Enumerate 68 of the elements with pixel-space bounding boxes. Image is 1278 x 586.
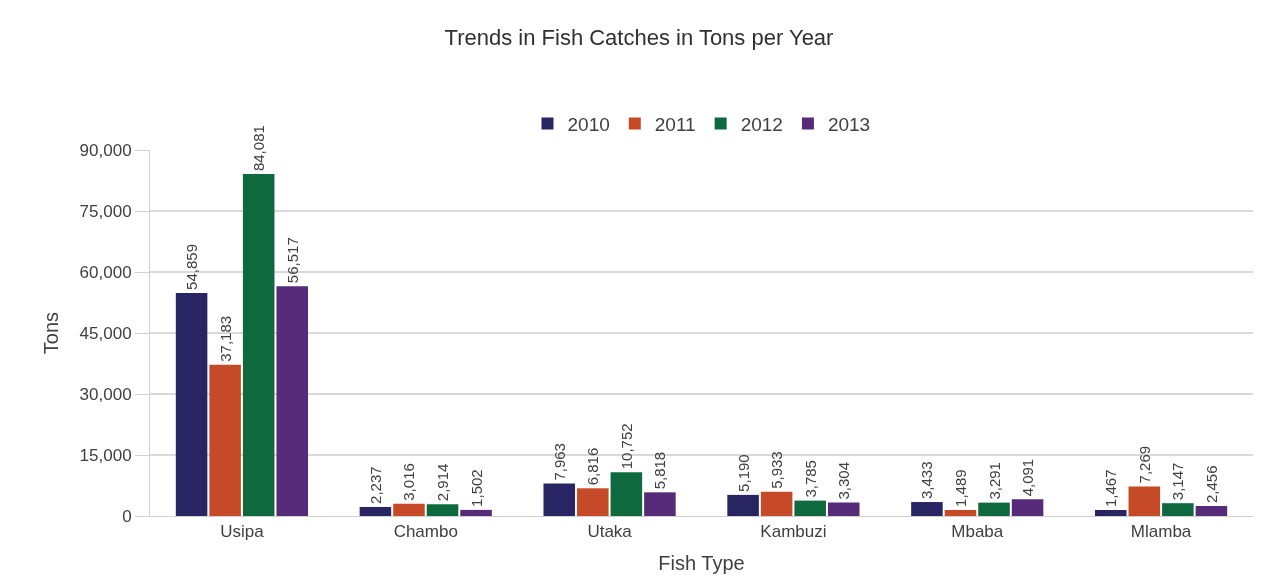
data-label: 3,291 xyxy=(985,462,1003,500)
x-tick-label: Kambuzi xyxy=(760,522,827,542)
bar xyxy=(1011,499,1044,516)
bar xyxy=(760,491,793,516)
chart-title: Trends in Fish Catches in Tons per Year xyxy=(444,24,834,50)
data-label: 3,304 xyxy=(835,462,853,500)
data-label: 2,237 xyxy=(366,466,384,504)
bar xyxy=(577,488,609,516)
data-label: 2,914 xyxy=(434,463,452,502)
data-label: 56,517 xyxy=(283,237,301,284)
data-label: 5,190 xyxy=(734,454,752,492)
bar xyxy=(1162,503,1194,516)
y-tick-label: 90,000 xyxy=(79,140,132,160)
data-label: 5,818 xyxy=(651,451,669,490)
data-label: 7,963 xyxy=(550,443,568,481)
bar xyxy=(426,504,459,516)
bar xyxy=(1128,486,1161,516)
y-axis-title: Tons xyxy=(40,311,63,355)
bar xyxy=(727,494,759,516)
bar xyxy=(644,492,676,516)
bar xyxy=(911,502,943,516)
y-tick-label: 30,000 xyxy=(79,384,132,404)
data-label: 7,269 xyxy=(1135,445,1153,484)
x-tick-label: Usipa xyxy=(220,522,265,542)
data-label: 6,816 xyxy=(584,447,602,486)
data-label: 1,502 xyxy=(467,469,485,507)
x-tick-label: Mbaba xyxy=(951,522,1004,542)
y-tick-label: 0 xyxy=(122,506,132,526)
data-label: 3,147 xyxy=(1169,462,1187,501)
bar xyxy=(359,506,392,516)
data-label: 1,489 xyxy=(951,469,969,507)
data-label: 54,859 xyxy=(183,244,201,290)
bar xyxy=(276,286,309,516)
legend-label: 2011 xyxy=(654,113,696,135)
y-tick-label: 15,000 xyxy=(79,445,132,465)
bar xyxy=(944,509,977,516)
y-tick-label: 60,000 xyxy=(79,262,132,282)
bar xyxy=(610,472,643,516)
x-tick-label: Chambo xyxy=(393,522,458,542)
legend-label: 2013 xyxy=(827,113,871,135)
x-tick-label: Mlamba xyxy=(1130,522,1192,542)
bar xyxy=(460,509,492,516)
bar xyxy=(242,174,275,516)
data-label: 37,183 xyxy=(216,315,234,362)
bar xyxy=(543,483,576,516)
bar xyxy=(827,502,860,516)
y-tick-label: 75,000 xyxy=(79,201,132,221)
bar xyxy=(794,500,826,516)
legend-label: 2010 xyxy=(567,113,610,135)
bar xyxy=(1195,506,1228,516)
data-label: 84,081 xyxy=(250,125,268,172)
x-axis-title: Fish Type xyxy=(658,551,745,574)
data-label: 3,433 xyxy=(918,461,936,500)
legend-label: 2012 xyxy=(740,113,783,135)
data-label: 5,933 xyxy=(768,451,786,489)
y-tick-label: 45,000 xyxy=(79,323,132,343)
bar xyxy=(1094,510,1127,516)
data-label: 2,456 xyxy=(1202,465,1220,504)
bar xyxy=(175,292,208,516)
bar xyxy=(978,502,1010,516)
data-label: 3,785 xyxy=(801,460,819,498)
data-label: 1,467 xyxy=(1102,469,1120,508)
data-label: 10,752 xyxy=(617,423,635,470)
bar xyxy=(393,503,425,516)
x-tick-label: Utaka xyxy=(587,522,633,542)
data-label: 3,016 xyxy=(400,463,418,501)
data-label: 4,091 xyxy=(1019,458,1037,497)
bar xyxy=(209,364,241,516)
